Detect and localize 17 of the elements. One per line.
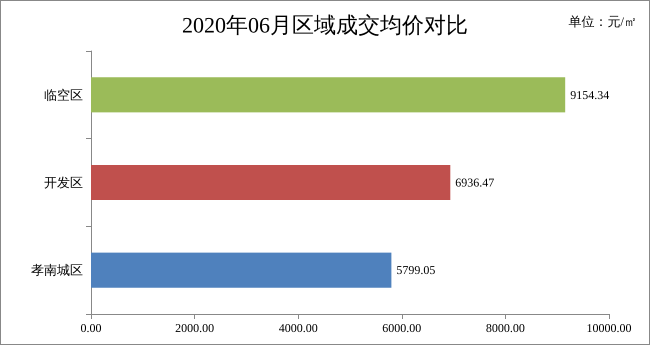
data-label: 9154.34: [570, 88, 610, 102]
data-label: 5799.05: [396, 263, 436, 278]
y-tick-label: 开发区: [44, 175, 83, 190]
chart-title: 2020年06月区域成交均价对比: [182, 12, 468, 38]
x-tick-label: 2000.00: [175, 321, 214, 335]
bar: [91, 252, 392, 288]
text: 单位：元/㎡: [568, 14, 638, 29]
x-tick-label: 10000.00: [586, 321, 632, 335]
bar: [91, 164, 450, 200]
data-label: 6936.47: [455, 176, 494, 190]
x-tick-label: 8000.00: [486, 321, 525, 335]
x-tick-label: 4000.00: [278, 321, 318, 335]
bar: [91, 77, 566, 112]
y-tick-label: 临空区: [44, 87, 83, 102]
x-tick-label: 0.00: [80, 321, 102, 335]
y-tick-label: 孝南城区: [31, 262, 83, 278]
x-tick-label: 6000.00: [382, 321, 422, 335]
